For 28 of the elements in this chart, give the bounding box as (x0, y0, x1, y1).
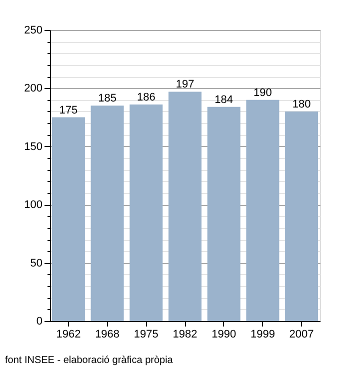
data-label: 175 (59, 104, 78, 116)
x-tick-label: 2007 (289, 328, 314, 340)
y-tick-label: 0 (36, 316, 42, 328)
data-label: 197 (176, 78, 194, 91)
y-tick-label: 50 (30, 257, 42, 270)
bar (168, 92, 202, 321)
x-tick-label: 1990 (212, 328, 236, 340)
text: font INSEE - elaboració gràfica pròpia (5, 355, 174, 366)
bar (90, 106, 124, 321)
bar (246, 100, 280, 321)
data-label: 185 (98, 92, 116, 105)
y-tick-label: 150 (24, 140, 42, 153)
y-tick-label: 200 (24, 82, 42, 95)
x-tick-label: 1968 (95, 328, 120, 340)
data-label: 186 (136, 91, 156, 104)
x-tick-label: 1999 (250, 328, 275, 340)
x-tick-label: 1982 (172, 328, 198, 340)
bar (130, 104, 163, 321)
bar (207, 106, 240, 321)
data-label: 184 (214, 94, 234, 106)
x-tick-label: 1975 (134, 328, 158, 340)
y-tick-label: 250 (24, 24, 42, 36)
bar (285, 111, 318, 321)
bar (52, 117, 85, 321)
y-tick-label: 100 (24, 199, 42, 212)
x-tick-label: 1962 (56, 328, 81, 340)
data-label: 180 (292, 98, 311, 110)
data-label: 190 (254, 86, 272, 99)
